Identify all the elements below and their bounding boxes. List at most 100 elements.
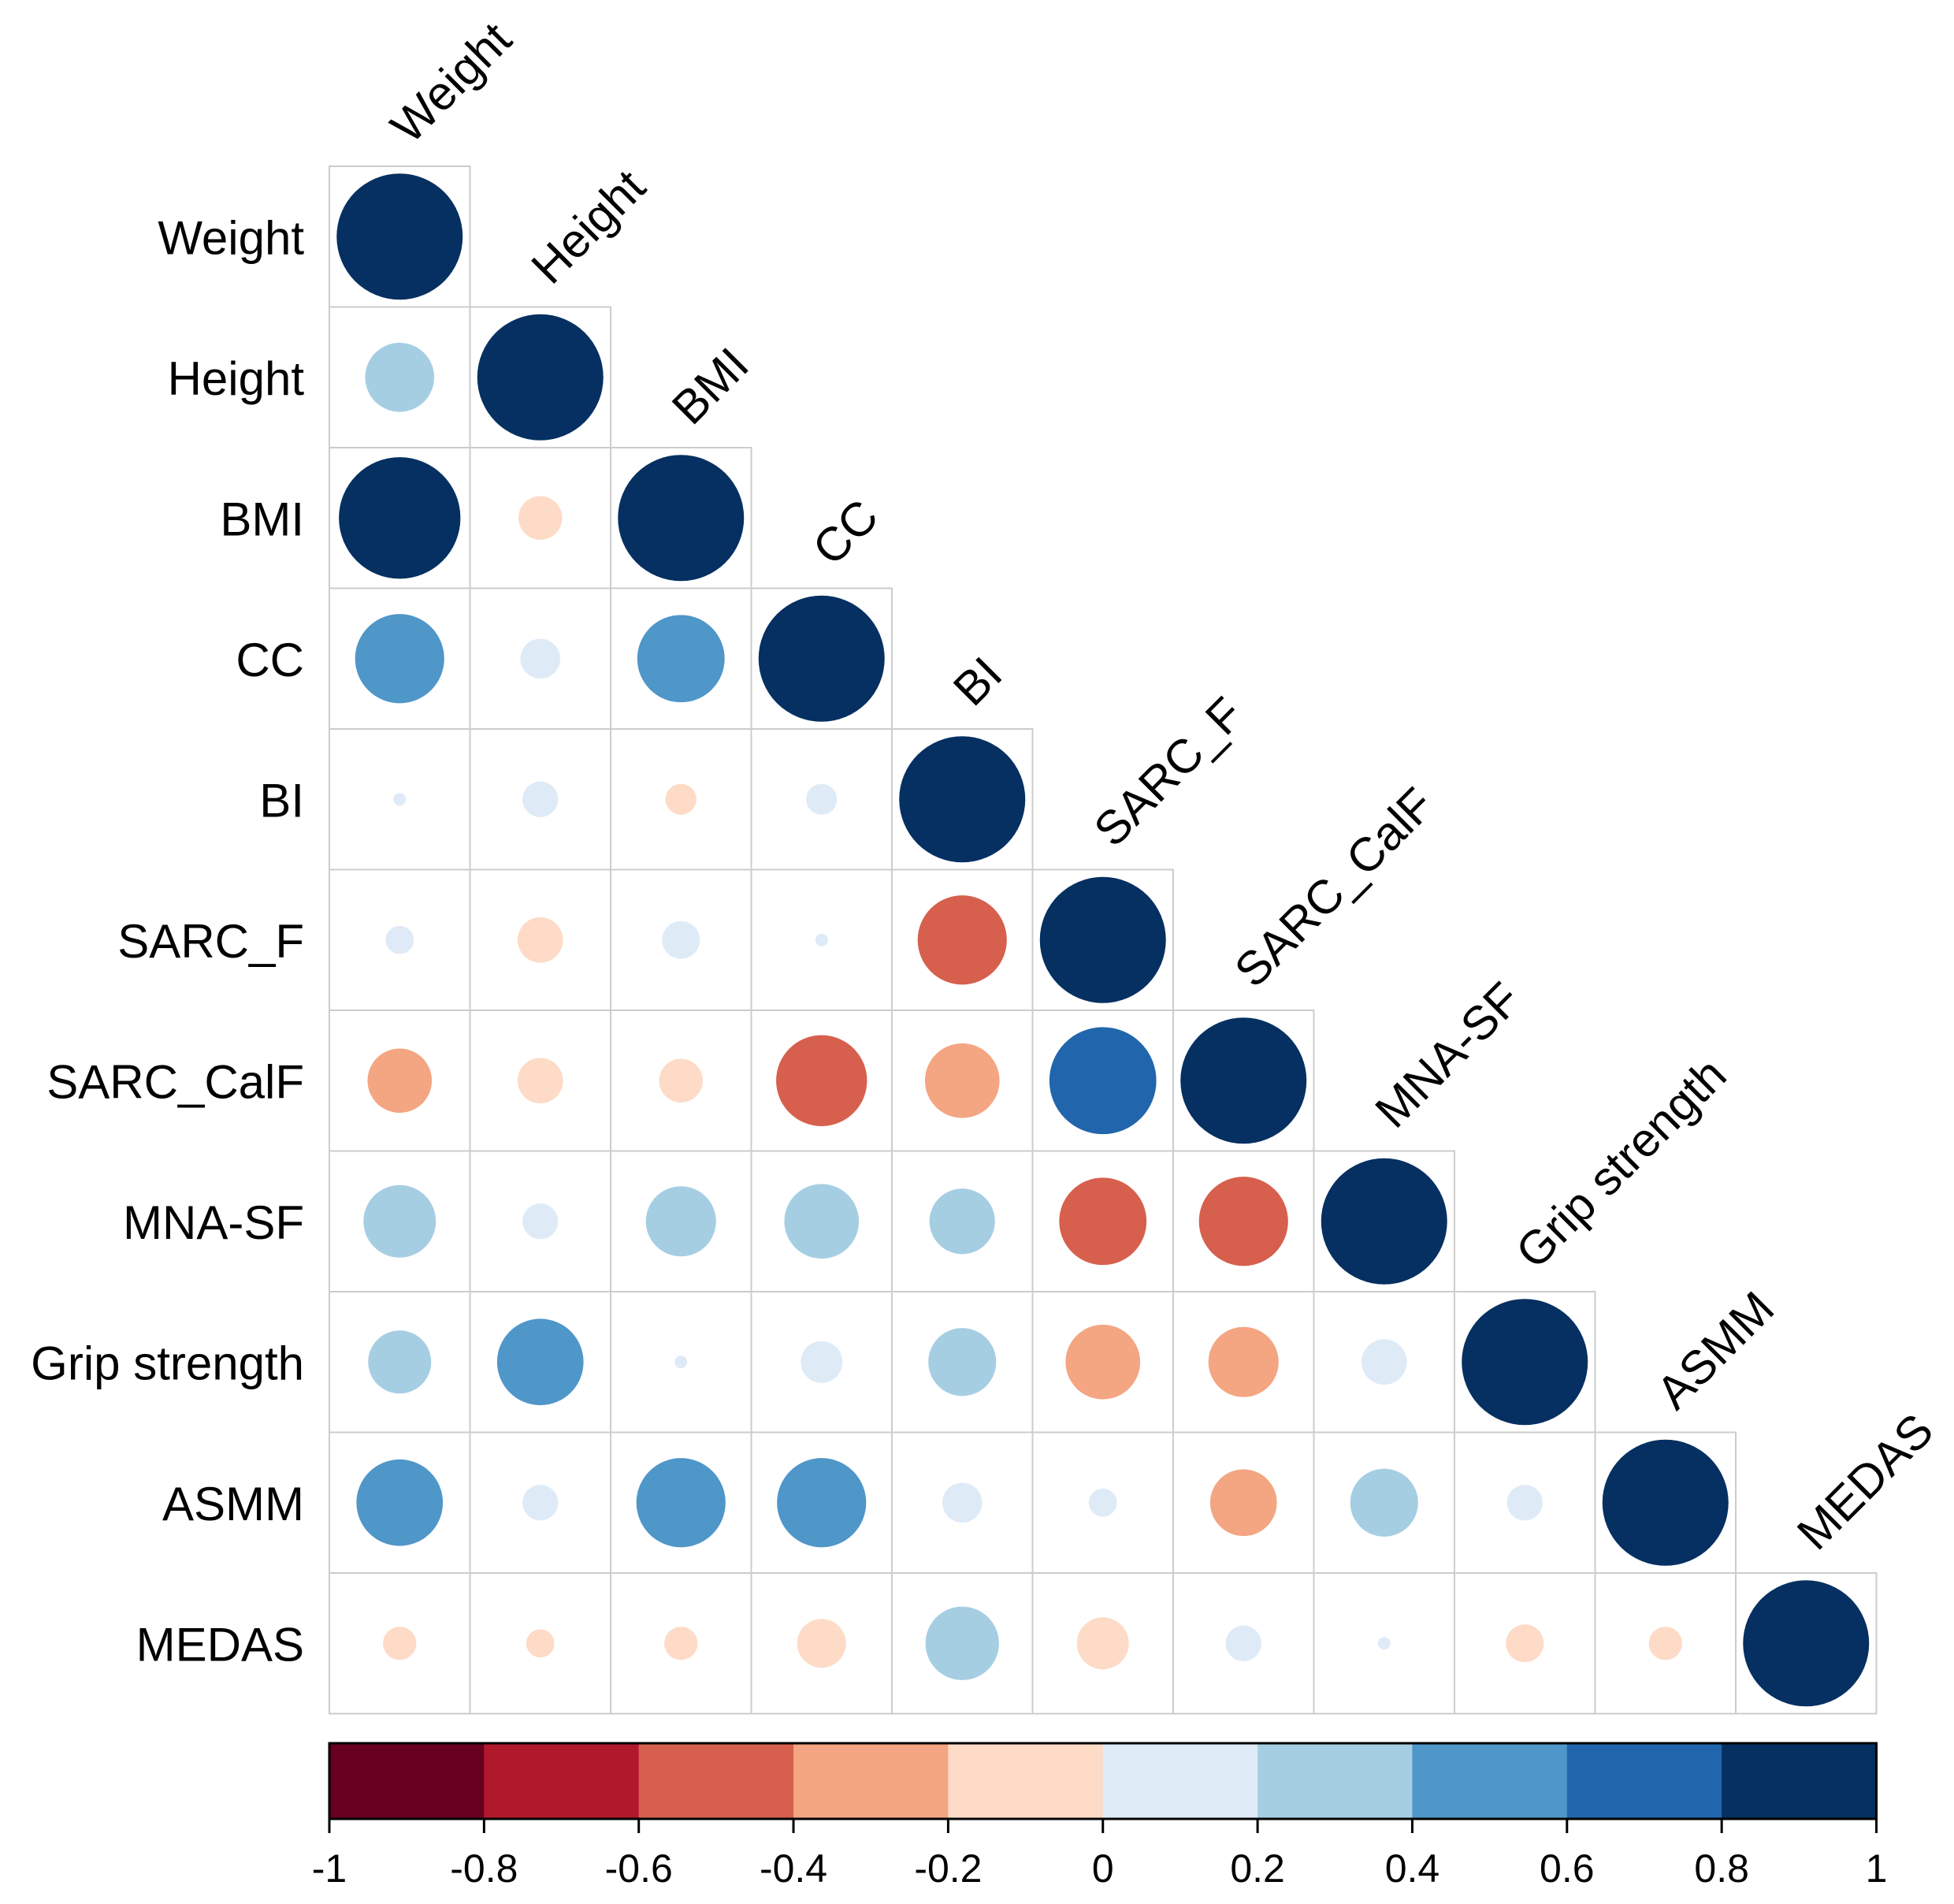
colorbar-segment-8 (1412, 1743, 1568, 1819)
corr-circle-medas-bi (925, 1606, 999, 1680)
corr-circle-mna-sf-sarc-f (1059, 1177, 1147, 1266)
corr-circle-asmm-sarc-calf (1209, 1469, 1277, 1537)
colorbar-segment-6 (1102, 1743, 1258, 1819)
col-label-asmm: ASMM (1647, 1281, 1785, 1419)
colorbar-segment-2 (484, 1743, 640, 1819)
col-label-grip-strength: Grip strength (1506, 1048, 1737, 1279)
corr-circle-mna-sf-height (522, 1203, 559, 1240)
col-label-mna-sf: MNA-SF (1365, 972, 1531, 1138)
col-label-bi: BI (943, 647, 1012, 716)
colorbar-segment-1 (329, 1743, 485, 1819)
row-labels: Weight Height BMI CC BI SARC_F SARC_CalF MNA-SF… (31, 211, 304, 1671)
corr-circle-height-height (477, 314, 604, 441)
corr-circle-mna-sf-mna-sf (1321, 1158, 1447, 1285)
colorbar-tick-label: 0.6 (1540, 1846, 1595, 1891)
col-label-weight: Weight (381, 12, 522, 153)
corr-circle-sarc-calf-bmi (659, 1058, 703, 1103)
corr-circle-asmm-cc (777, 1458, 867, 1548)
cell-grid (329, 165, 1878, 1715)
row-label-asmm: ASMM (162, 1478, 304, 1530)
row-label-bi: BI (259, 774, 304, 827)
corr-circle-asmm-grip-strength (1506, 1485, 1543, 1521)
corr-circle-cc-bmi (637, 615, 725, 703)
corr-circle-asmm-sarc-f (1088, 1488, 1117, 1517)
corr-circle-asmm-asmm (1602, 1439, 1729, 1566)
row-label-cc: CC (236, 634, 304, 686)
corr-circle-medas-sarc-calf (1225, 1625, 1261, 1661)
correlation-circles (336, 173, 1870, 1707)
corr-circle-cc-cc (758, 595, 885, 722)
corr-circle-sarc-f-bi (917, 895, 1007, 985)
corr-circle-sarc-f-bmi (662, 920, 700, 959)
col-label-bmi: BMI (662, 337, 759, 434)
corr-circle-weight-weight (336, 173, 463, 300)
corr-circle-cc-height (520, 638, 561, 679)
corr-circle-sarc-calf-height (517, 1058, 563, 1104)
corr-circle-asmm-bi (942, 1482, 983, 1523)
colorbar-tick-label: 0 (1092, 1846, 1114, 1891)
corr-circle-bmi-weight (339, 457, 461, 579)
corr-circle-bmi-bmi (618, 455, 745, 582)
corr-circle-medas-bmi (664, 1627, 698, 1660)
corr-circle-sarc-calf-weight (367, 1048, 433, 1114)
colorbar-segment-4 (793, 1743, 949, 1819)
corr-circle-grip-strength-bmi (674, 1355, 688, 1369)
row-label-height: Height (168, 352, 305, 405)
corr-circle-sarc-calf-sarc-f (1049, 1027, 1157, 1135)
corr-circle-grip-strength-bi (928, 1328, 997, 1396)
corr-circle-asmm-height (522, 1485, 559, 1521)
corr-circle-bi-bmi (665, 783, 697, 815)
corr-circle-medas-mna-sf (1377, 1637, 1391, 1650)
colorbar: -1 -0.8 -0.6 -0.4 -0.2 0 0.2 0.4 0.6 0.8 1 (312, 1742, 1888, 1891)
colorbar-tick-label: -0.2 (914, 1846, 982, 1891)
colorbar-tick-label: -0.4 (760, 1846, 827, 1891)
corr-circle-asmm-weight (356, 1459, 444, 1546)
corr-circle-grip-strength-sarc-calf (1208, 1326, 1279, 1397)
corr-circle-asmm-mna-sf (1350, 1468, 1418, 1537)
corr-circle-mna-sf-bi (929, 1188, 995, 1255)
corr-circle-bi-bi (899, 736, 1026, 863)
corr-circle-bmi-height (518, 496, 563, 540)
corr-circle-medas-weight (383, 1627, 417, 1660)
corr-circle-mna-sf-bmi (645, 1186, 716, 1257)
colorbar-tick-label: -0.8 (450, 1846, 518, 1891)
corr-circle-grip-strength-mna-sf (1361, 1339, 1407, 1385)
corr-circle-medas-sarc-f (1076, 1617, 1129, 1670)
row-label-weight: Weight (158, 211, 304, 264)
row-label-bmi: BMI (220, 493, 304, 545)
row-label-mna-sf: MNA-SF (123, 1196, 304, 1249)
corr-circle-grip-strength-weight (368, 1330, 432, 1394)
colorbar-segment-5 (948, 1743, 1104, 1819)
colorbar-tick-label: -0.6 (605, 1846, 673, 1891)
colorbar-tick-label: 1 (1866, 1846, 1888, 1891)
cell-medas-medas (1735, 1572, 1878, 1715)
corr-circle-grip-strength-height (496, 1318, 584, 1406)
corr-circle-height-weight (365, 342, 435, 412)
col-label-sarc-calf: SARC_CalF (1224, 778, 1443, 997)
col-label-medas: MEDAS (1787, 1404, 1943, 1560)
col-label-cc: CC (803, 489, 889, 575)
colorbar-tick-label: 0.2 (1230, 1846, 1285, 1891)
corr-circle-sarc-calf-sarc-calf (1180, 1017, 1307, 1144)
corr-circle-bi-cc (806, 783, 838, 815)
corr-circle-medas-asmm (1648, 1627, 1682, 1660)
col-label-height: Height (522, 159, 656, 293)
corr-circle-sarc-f-cc (815, 933, 828, 946)
corr-circle-medas-medas (1743, 1580, 1870, 1707)
colorbar-tick-label: 0.4 (1385, 1846, 1440, 1891)
colorbar-segment-10 (1722, 1743, 1878, 1819)
corr-circle-grip-strength-grip-strength (1462, 1299, 1588, 1426)
corr-circle-medas-cc (797, 1619, 846, 1668)
corr-circle-medas-height (526, 1629, 555, 1658)
colorbar-segment-9 (1566, 1743, 1722, 1819)
colorbar-segment-7 (1257, 1743, 1413, 1819)
corr-circle-bi-height (522, 781, 559, 817)
corr-circle-grip-strength-cc (801, 1341, 843, 1383)
colorbar-segment-3 (638, 1743, 794, 1819)
corr-circle-mna-sf-sarc-calf (1198, 1177, 1288, 1266)
corr-circle-bi-weight (393, 793, 407, 806)
corr-circle-sarc-f-weight (385, 925, 414, 954)
corr-circle-grip-strength-sarc-f (1065, 1324, 1141, 1400)
